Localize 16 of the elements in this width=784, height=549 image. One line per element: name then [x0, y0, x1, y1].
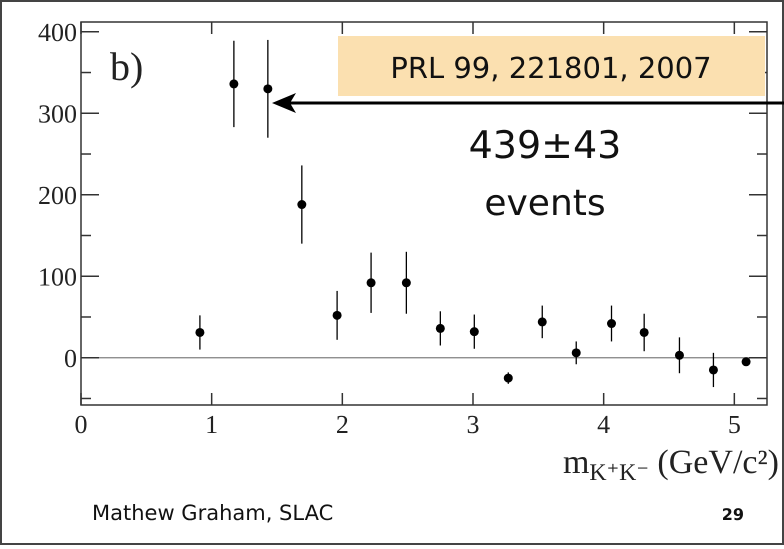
y-tick-label: 400	[38, 18, 77, 47]
x-tick-label: 4	[597, 410, 610, 439]
y-tick-label: 0	[64, 344, 77, 373]
x-tick-label: 2	[336, 410, 349, 439]
x-tick-label: 1	[205, 410, 218, 439]
text: Mathew Graham, SLAC	[92, 501, 334, 525]
y-tick-label: 100	[38, 262, 77, 292]
x-tick-label: 5	[728, 410, 741, 439]
y-tick-label: 200	[38, 180, 77, 210]
annotation: PRL 99, 221801, 2007	[390, 51, 712, 85]
x-axis-title: m$_{K⁺K⁻}$ (GeV/c²)	[562, 444, 779, 486]
text: 29	[722, 505, 744, 524]
y-tick-label: 300	[38, 99, 77, 128]
annotation: 439±43 events	[468, 123, 622, 224]
x-tick-label: 3	[466, 410, 480, 439]
annotation: b)	[110, 44, 144, 89]
